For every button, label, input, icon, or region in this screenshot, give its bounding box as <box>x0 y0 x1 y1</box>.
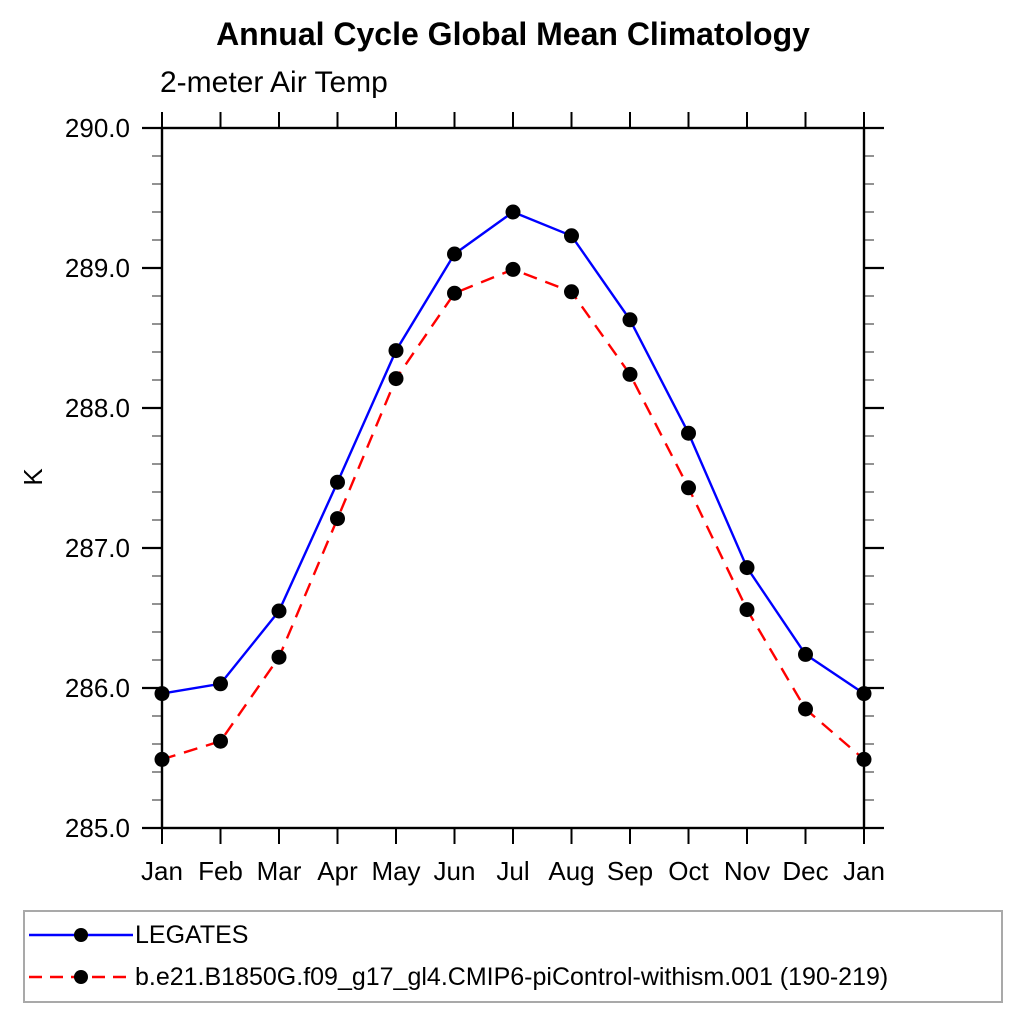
data-point-marker <box>564 284 579 300</box>
series-line-solid <box>161 210 865 695</box>
data-point-marker <box>388 343 404 359</box>
data-point-marker <box>739 560 755 576</box>
legend-label-model: b.e21.B1850G.f09_g17_gl4.CMIP6-piControl… <box>135 963 889 991</box>
data-point-marker <box>213 676 228 692</box>
data-point-marker <box>271 603 287 619</box>
data-point-marker <box>388 371 404 387</box>
x-tick-label: Sep <box>607 856 653 886</box>
x-tick-label: Jan <box>141 856 183 886</box>
y-tick-label: 290.0 <box>65 113 130 143</box>
x-tick-label: Aug <box>548 856 594 886</box>
data-point-marker <box>681 425 696 441</box>
data-point-marker <box>681 480 696 496</box>
y-tick-label: 285.0 <box>65 813 130 843</box>
y-tick-label: 288.0 <box>65 393 130 423</box>
legend-box: LEGATES b.e21.B1850G.f09_g17_gl4.CMIP6-p… <box>23 910 1003 1003</box>
data-point-marker <box>330 511 345 527</box>
data-point-marker <box>447 285 462 301</box>
x-tick-label: Jul <box>496 856 529 886</box>
data-point-marker <box>798 701 813 717</box>
x-tick-label: Dec <box>782 856 828 886</box>
legend-label-legates: LEGATES <box>135 921 249 949</box>
data-point-marker <box>798 646 813 662</box>
data-point-marker <box>564 228 579 244</box>
data-point-marker <box>447 246 462 262</box>
x-tick-label: Nov <box>724 856 770 886</box>
x-tick-label: Oct <box>668 856 709 886</box>
x-tick-label: Apr <box>317 856 358 886</box>
axis-tick-labels: 290.0 289.0 288.0 287.0 286.0 285.0 Jan Feb Mar A… <box>65 113 885 886</box>
data-point-marker <box>505 261 521 277</box>
legend-item-model: b.e21.B1850G.f09_g17_gl4.CMIP6-piControl… <box>27 964 888 990</box>
data-point-marker <box>622 312 638 328</box>
x-tick-label: Mar <box>257 856 302 886</box>
data-series <box>154 204 872 767</box>
legend-item-legates: LEGATES <box>27 922 248 948</box>
x-tick-label: May <box>371 856 420 886</box>
axis-ticks <box>142 112 884 844</box>
y-tick-label: 287.0 <box>65 533 130 563</box>
legend-solid-line-icon <box>29 928 133 942</box>
data-point-marker <box>739 602 755 618</box>
x-tick-label: Jun <box>434 856 476 886</box>
data-point-marker <box>213 733 228 749</box>
chart-title: Annual Cycle Global Mean Climatology <box>216 16 810 52</box>
data-point-marker <box>622 366 638 382</box>
y-tick-label: 289.0 <box>65 253 130 283</box>
data-point-marker <box>505 204 521 220</box>
y-tick-label: 286.0 <box>65 673 130 703</box>
legend-dashed-line-icon <box>29 970 133 984</box>
plot-frame <box>160 126 866 830</box>
chart-subtitle: 2-meter Air Temp <box>160 66 388 99</box>
data-point-marker <box>271 649 287 665</box>
x-tick-label: Feb <box>198 856 243 886</box>
x-tick-label: Jan <box>843 856 885 886</box>
data-point-marker <box>330 474 345 490</box>
series-line-dashed <box>161 268 865 761</box>
